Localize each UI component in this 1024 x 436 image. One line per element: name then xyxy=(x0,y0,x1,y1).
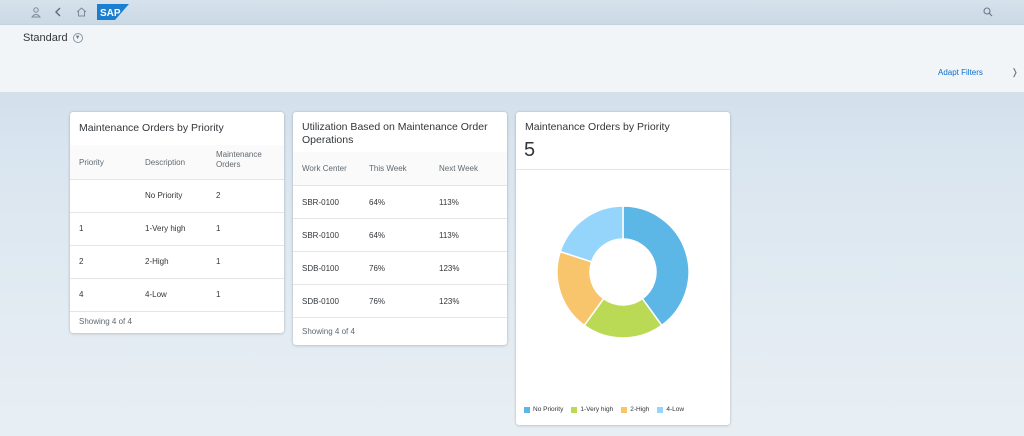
table-row[interactable]: No Priority 2 xyxy=(70,180,284,213)
cell-orders: 1 xyxy=(216,257,221,266)
home-icon[interactable] xyxy=(73,4,89,20)
legend-label: 2-High xyxy=(630,406,650,413)
cell-description: 2-High xyxy=(145,257,169,266)
back-icon[interactable] xyxy=(50,4,66,20)
table-header: Work Center This Week Next Week xyxy=(293,152,507,186)
column-header-next-week: Next Week xyxy=(439,164,478,173)
table-row[interactable]: SDB-0100 76% 123% xyxy=(293,252,507,285)
table-row[interactable]: SBR-0100 64% 113% xyxy=(293,186,507,219)
card-title: Utilization Based on Maintenance Order O… xyxy=(302,121,488,146)
legend-label: 4-Low xyxy=(666,406,685,413)
legend-item[interactable]: 1-Very high xyxy=(571,406,613,413)
card-orders-by-priority-chart[interactable]: Maintenance Orders by Priority 5 No Prio… xyxy=(516,112,730,425)
cell-next-week: 113% xyxy=(439,198,459,207)
cell-priority: 1 xyxy=(79,224,84,233)
chevron-down-icon: ▼ xyxy=(72,33,83,43)
variant-label: Standard xyxy=(23,32,68,44)
cell-orders: 1 xyxy=(216,224,221,233)
shell-bar: SAP xyxy=(0,0,1024,25)
cell-next-week: 113% xyxy=(439,231,459,240)
table-footer: Showing 4 of 4 xyxy=(302,327,355,336)
table-header: Priority Description Maintenance Orders xyxy=(70,145,284,180)
table-footer: Showing 4 of 4 xyxy=(79,317,132,326)
legend-label: 1-Very high xyxy=(580,406,614,413)
column-header-this-week: This Week xyxy=(369,164,407,173)
column-header-orders: Maintenance Orders xyxy=(216,150,262,169)
column-header-priority: Priority xyxy=(79,158,104,167)
cell-this-week: 76% xyxy=(369,264,386,273)
cell-priority: 2 xyxy=(79,257,84,266)
cell-description: No Priority xyxy=(145,191,183,200)
chart-legend: No Priority 1-Very high 2-High 4-Low xyxy=(524,406,684,413)
cell-work-center: SDB-0100 xyxy=(302,297,339,306)
cell-next-week: 123% xyxy=(439,264,460,273)
search-icon[interactable] xyxy=(980,4,996,20)
legend-swatch xyxy=(571,406,578,413)
cell-work-center: SDB-0100 xyxy=(302,264,339,273)
kpi-value: 5 xyxy=(524,139,536,161)
card-title: Maintenance Orders by Priority xyxy=(525,121,670,133)
table-row[interactable]: SDB-0100 76% 123% xyxy=(293,285,507,318)
page-header: Standard ▼ Adapt Filters ❭ xyxy=(0,25,1024,93)
cell-description: 1-Very high xyxy=(145,224,186,233)
table-row[interactable]: 2 2-High 1 xyxy=(70,246,284,279)
cell-this-week: 64% xyxy=(369,198,386,207)
donut-slice-4-low[interactable] xyxy=(559,205,624,263)
pin-icon[interactable]: ❭ xyxy=(1011,67,1019,77)
column-header-work-center: Work Center xyxy=(302,164,347,173)
table-row[interactable]: 1 1-Very high 1 xyxy=(70,213,284,246)
legend-item[interactable]: 2-High xyxy=(621,406,649,413)
cell-this-week: 76% xyxy=(369,297,386,306)
cell-priority: 4 xyxy=(79,290,84,299)
cell-work-center: SBR-0100 xyxy=(302,231,339,240)
cell-next-week: 123% xyxy=(439,297,460,306)
divider xyxy=(516,169,730,170)
card-title: Maintenance Orders by Priority xyxy=(79,122,224,134)
variant-selector[interactable]: Standard ▼ xyxy=(23,32,83,44)
legend-label: No Priority xyxy=(533,406,564,413)
table-row[interactable]: SBR-0100 64% 113% xyxy=(293,219,507,252)
sap-logo-text: SAP xyxy=(100,8,121,19)
legend-swatch xyxy=(524,406,530,413)
adapt-filters-button[interactable]: Adapt Filters xyxy=(938,68,983,77)
cell-orders: 2 xyxy=(216,191,221,200)
cell-this-week: 64% xyxy=(369,231,386,240)
cell-work-center: SBR-0100 xyxy=(302,198,339,207)
legend-item[interactable]: No Priority xyxy=(524,406,563,413)
legend-swatch xyxy=(657,406,664,413)
table-row[interactable]: 4 4-Low 1 xyxy=(70,279,284,312)
user-icon[interactable] xyxy=(28,4,44,20)
donut-chart[interactable] xyxy=(516,202,730,342)
card-orders-by-priority-table[interactable]: Maintenance Orders by Priority Priority … xyxy=(70,112,284,333)
cell-description: 4-Low xyxy=(145,290,167,299)
legend-swatch xyxy=(621,406,628,413)
card-utilization-table[interactable]: Utilization Based on Maintenance Order O… xyxy=(293,112,507,345)
cell-orders: 1 xyxy=(216,290,221,299)
sap-logo[interactable]: SAP xyxy=(97,4,129,20)
donut-slice-no-priority[interactable] xyxy=(622,205,690,327)
column-header-description: Description xyxy=(145,158,186,167)
legend-item[interactable]: 4-Low xyxy=(657,406,684,413)
